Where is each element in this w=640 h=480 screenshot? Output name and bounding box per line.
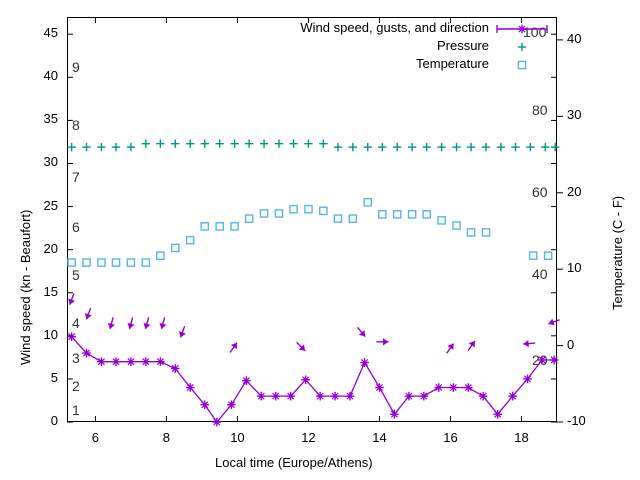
y-tick-left-10: 10 [43,326,58,342]
beaufort-label-1: 1 [72,401,80,418]
x-tick-8: 8 [162,430,171,445]
beaufort-label-6: 6 [72,218,80,235]
fahrenheit-label-80: 80 [532,101,548,118]
y-axis-right-title: Temperature (C - F) [610,195,625,310]
fahrenheit-label-20: 20 [532,351,548,368]
plot-area [67,17,557,422]
beaufort-label-5: 5 [72,267,80,284]
y-tick-left-35: 35 [43,111,58,127]
x-tick-6: 6 [91,430,99,445]
x-tick-18: 18 [514,430,529,445]
fahrenheit-label-40: 40 [532,265,548,282]
y-tick-right-40: 40 [567,30,582,46]
y-tick-left-45: 45 [43,25,58,41]
beaufort-label-2: 2 [72,377,80,394]
y-tick-right-20: 20 [567,183,582,199]
y-tick-right--10: -10 [567,413,586,428]
fahrenheit-label-60: 60 [532,183,548,200]
beaufort-label-4: 4 [72,315,80,332]
y-tick-right-30: 30 [567,107,582,123]
x-axis-title: Local time (Europe/Athens) [215,455,373,470]
beaufort-label-9: 9 [72,58,80,75]
fahrenheit-label-100: 100 [523,24,547,41]
y-tick-right-10: 10 [567,260,582,276]
y-tick-left-40: 40 [43,68,58,84]
beaufort-label-7: 7 [72,169,80,185]
beaufort-label-3: 3 [72,349,80,366]
x-tick-10: 10 [230,430,245,445]
y-tick-left-5: 5 [50,369,58,385]
legend-label-0: Wind speed, gusts, and direction [300,20,489,35]
legend-label-2: Temperature [416,56,489,71]
legend-label-1: Pressure [436,38,489,53]
x-tick-14: 14 [372,430,387,445]
y-tick-left-30: 30 [43,154,58,170]
y-tick-left-25: 25 [43,197,58,213]
x-tick-16: 16 [443,430,458,445]
y-tick-left-15: 15 [43,283,58,299]
beaufort-label-8: 8 [72,117,80,134]
y-tick-left-0: 0 [50,413,58,428]
y-tick-right-0: 0 [567,336,575,352]
x-tick-12: 12 [301,430,316,445]
y-tick-left-20: 20 [43,240,58,256]
